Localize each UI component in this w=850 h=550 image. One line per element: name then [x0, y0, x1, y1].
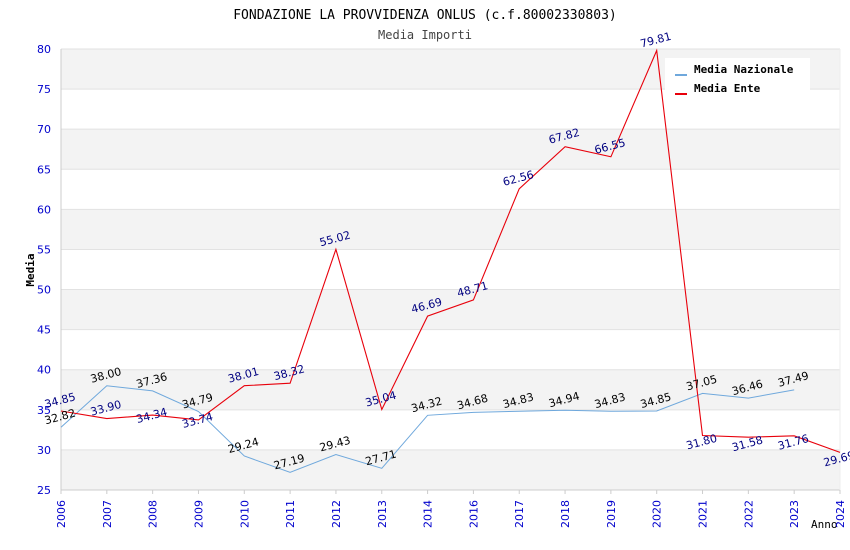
- y-tick-label: 70: [37, 123, 51, 136]
- plot-band: [61, 129, 840, 170]
- chart-title: FONDAZIONE LA PROVVIDENZA ONLUS (c.f.800…: [233, 8, 617, 23]
- x-tick-label: 2008: [147, 500, 160, 528]
- plot-band: [61, 369, 840, 410]
- x-tick-label: 2009: [192, 500, 205, 528]
- x-tick-label: 2023: [788, 500, 801, 528]
- y-axis-label: Media: [24, 253, 37, 286]
- x-tick-label: 2022: [742, 500, 755, 528]
- axes: [60, 49, 841, 494]
- x-tick-labels: 2006 2007 2008 2009 2010 2011 2012 2013 2014 2016…: [55, 500, 847, 528]
- x-tick-label: 2020: [651, 500, 664, 528]
- legend-box: [665, 58, 810, 101]
- y-tick-label: 50: [37, 284, 51, 297]
- legend-label: Media Nazionale: [694, 63, 794, 76]
- y-tick-label: 80: [37, 43, 51, 56]
- data-label: 31.80: [685, 432, 719, 453]
- y-tick-label: 40: [37, 364, 51, 377]
- data-label: 79.81: [639, 30, 673, 51]
- plot-bands: [61, 49, 840, 490]
- plot-band: [61, 209, 840, 250]
- legend-label: Media Ente: [694, 82, 761, 95]
- data-label: 33.74: [181, 410, 215, 431]
- x-tick-label: 2010: [238, 500, 251, 528]
- y-tick-label: 30: [37, 444, 51, 457]
- y-tick-label: 75: [37, 83, 51, 96]
- x-tick-label: 2018: [559, 500, 572, 528]
- y-tick-labels: 25 30 35 40 45 50 55 60 65 70 75 80: [37, 43, 51, 497]
- plot-band: [61, 449, 840, 490]
- data-label: 62.56: [501, 168, 535, 189]
- y-tick-label: 65: [37, 163, 51, 176]
- y-tick-label: 45: [37, 324, 51, 337]
- x-tick-label: 2024: [834, 500, 847, 528]
- x-tick-label: 2021: [697, 500, 710, 528]
- series-lines: [60, 48, 841, 473]
- x-tick-label: 2019: [605, 500, 618, 528]
- y-tick-label: 35: [37, 404, 51, 417]
- y-tick-label: 25: [37, 484, 51, 497]
- x-tick-label: 2006: [55, 500, 68, 528]
- x-tick-label: 2012: [330, 500, 343, 528]
- x-axis-label: Anno: [811, 518, 838, 531]
- x-tick-label: 2016: [467, 500, 480, 528]
- series-line-media-nazionale: [60, 385, 795, 473]
- x-tick-label: 2007: [101, 500, 114, 528]
- y-tick-label: 60: [37, 203, 51, 216]
- plot-band: [61, 289, 840, 330]
- legend: Media Nazionale Media Ente: [665, 58, 810, 101]
- chart-subtitle: Media Importi: [378, 28, 472, 42]
- gridlines: [61, 48, 840, 491]
- x-tick-label: 2013: [376, 500, 389, 528]
- y-tick-label: 55: [37, 243, 51, 256]
- series-line-media-ente: [60, 48, 841, 453]
- x-tick-label: 2014: [422, 500, 435, 528]
- x-tick-label: 2011: [284, 500, 297, 528]
- x-tick-label: 2017: [513, 500, 526, 528]
